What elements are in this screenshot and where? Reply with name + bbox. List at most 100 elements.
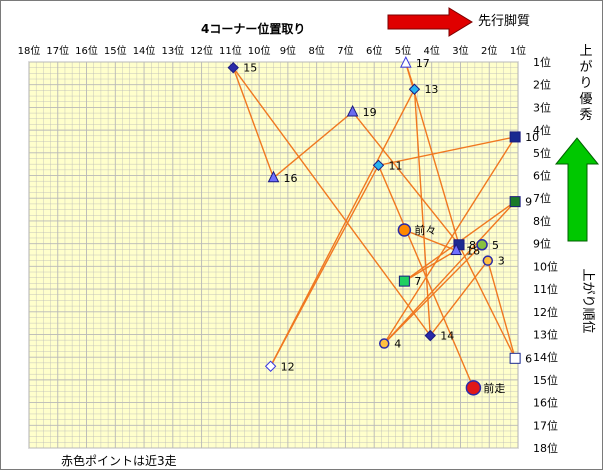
point-label: 14 xyxy=(440,330,454,343)
connector-line xyxy=(352,111,460,246)
connector-line xyxy=(270,88,416,367)
y-tick-label: 18位 xyxy=(533,441,558,455)
connector-line xyxy=(458,244,516,359)
point-label: 10 xyxy=(525,131,539,144)
point-marker-13 xyxy=(408,83,421,95)
y-tick-label: 16位 xyxy=(533,396,558,410)
point-marker-7 xyxy=(398,275,410,287)
connector-line xyxy=(429,260,489,337)
point-label: 18 xyxy=(466,244,480,257)
point-marker-前走 xyxy=(465,380,482,396)
point-marker-6 xyxy=(509,352,521,364)
y-arrow-top-label: 優 xyxy=(579,92,592,107)
y-tick-label: 13位 xyxy=(533,327,558,341)
x-tick-label: 9位 xyxy=(280,44,296,57)
connector-line xyxy=(270,164,380,367)
y-arrow-bottom-label: 上がり順位 xyxy=(580,268,595,333)
point-marker-9 xyxy=(509,196,521,208)
red-arrow xyxy=(387,7,473,37)
x-tick-label: 13位 xyxy=(161,44,184,57)
y-tick-label: 12位 xyxy=(533,305,558,319)
x-tick-label: 14位 xyxy=(133,44,156,57)
point-label: 17 xyxy=(416,57,430,70)
y-arrow-top-label: 上 xyxy=(579,44,592,59)
y-tick-label: 4位 xyxy=(533,123,551,137)
connector-line xyxy=(273,111,354,179)
point-label: 8 xyxy=(469,239,476,252)
x-arrow-label: 先行脚質 xyxy=(478,13,530,29)
point-marker-16 xyxy=(267,170,280,183)
chart-title: 4コーナー位置取り xyxy=(201,21,305,36)
x-tick-label: 1位 xyxy=(510,44,526,57)
y-arrow-top-label: 秀 xyxy=(579,108,592,123)
x-tick-label: 8位 xyxy=(308,44,324,57)
x-tick-label: 15位 xyxy=(104,44,127,57)
green-arrow xyxy=(554,137,600,242)
y-tick-label: 5位 xyxy=(533,146,551,160)
x-tick-label: 17位 xyxy=(46,44,69,57)
point-marker-12 xyxy=(264,360,277,372)
point-label: 12 xyxy=(281,360,295,373)
x-tick-label: 3位 xyxy=(452,44,468,57)
y-arrow-top-label: が xyxy=(579,60,592,75)
y-tick-label: 11位 xyxy=(533,282,558,296)
x-tick-label: 7位 xyxy=(337,44,353,57)
connector-line xyxy=(404,249,457,282)
connector-line xyxy=(487,260,516,359)
point-label: 前走 xyxy=(483,381,505,395)
y-arrow-top-label: り xyxy=(579,76,592,91)
point-marker-18 xyxy=(450,243,462,255)
point-label: 13 xyxy=(424,83,438,96)
y-tick-label: 15位 xyxy=(533,373,558,387)
x-tick-label: 11位 xyxy=(219,44,242,57)
connector-line xyxy=(413,89,431,336)
connector-line xyxy=(383,201,516,345)
y-tick-label: 17位 xyxy=(533,418,558,432)
y-tick-label: 2位 xyxy=(533,78,551,92)
y-tick-label: 1位 xyxy=(533,55,551,69)
y-tick-label: 3位 xyxy=(533,100,551,114)
connector-line xyxy=(378,136,516,166)
x-tick-label: 10位 xyxy=(248,44,271,57)
connector-line xyxy=(232,67,275,179)
x-tick-label: 4位 xyxy=(424,44,440,57)
y-tick-label: 6位 xyxy=(533,169,551,183)
point-marker-11 xyxy=(372,159,385,172)
point-marker-4 xyxy=(378,338,390,349)
point-marker-17 xyxy=(400,56,412,68)
point-label: 前々 xyxy=(414,223,436,237)
point-marker-5 xyxy=(476,239,488,251)
point-label: 6 xyxy=(525,352,532,365)
point-label: 19 xyxy=(363,106,377,119)
x-tick-label: 6位 xyxy=(366,44,382,57)
point-label: 11 xyxy=(388,159,402,172)
point-label: 9 xyxy=(525,196,532,209)
x-tick-label: 5位 xyxy=(395,44,411,57)
point-label: 3 xyxy=(498,255,505,268)
chart-footnote: 赤色ポイントは近3走 xyxy=(61,454,177,468)
point-label: 15 xyxy=(243,62,257,75)
point-marker-3 xyxy=(482,255,494,266)
connector-line xyxy=(404,229,457,252)
point-marker-14 xyxy=(424,329,436,342)
connector-line xyxy=(383,136,516,344)
y-tick-label: 9位 xyxy=(533,237,551,251)
point-label: 16 xyxy=(284,172,298,185)
connector-line xyxy=(232,67,431,337)
y-tick-label: 10位 xyxy=(533,259,558,273)
y-tick-label: 14位 xyxy=(533,350,558,364)
point-label: 5 xyxy=(492,239,499,252)
y-tick-label: 8位 xyxy=(533,214,551,228)
point-marker-前々 xyxy=(397,223,412,237)
point-marker-10 xyxy=(509,131,521,143)
connector-line xyxy=(383,244,483,345)
x-tick-label: 18位 xyxy=(18,44,41,57)
x-tick-label: 12位 xyxy=(190,44,213,57)
point-label: 4 xyxy=(394,338,401,351)
x-tick-label: 2位 xyxy=(481,44,497,57)
point-label: 7 xyxy=(414,275,421,288)
y-tick-label: 7位 xyxy=(533,191,551,205)
point-marker-15 xyxy=(227,61,239,74)
